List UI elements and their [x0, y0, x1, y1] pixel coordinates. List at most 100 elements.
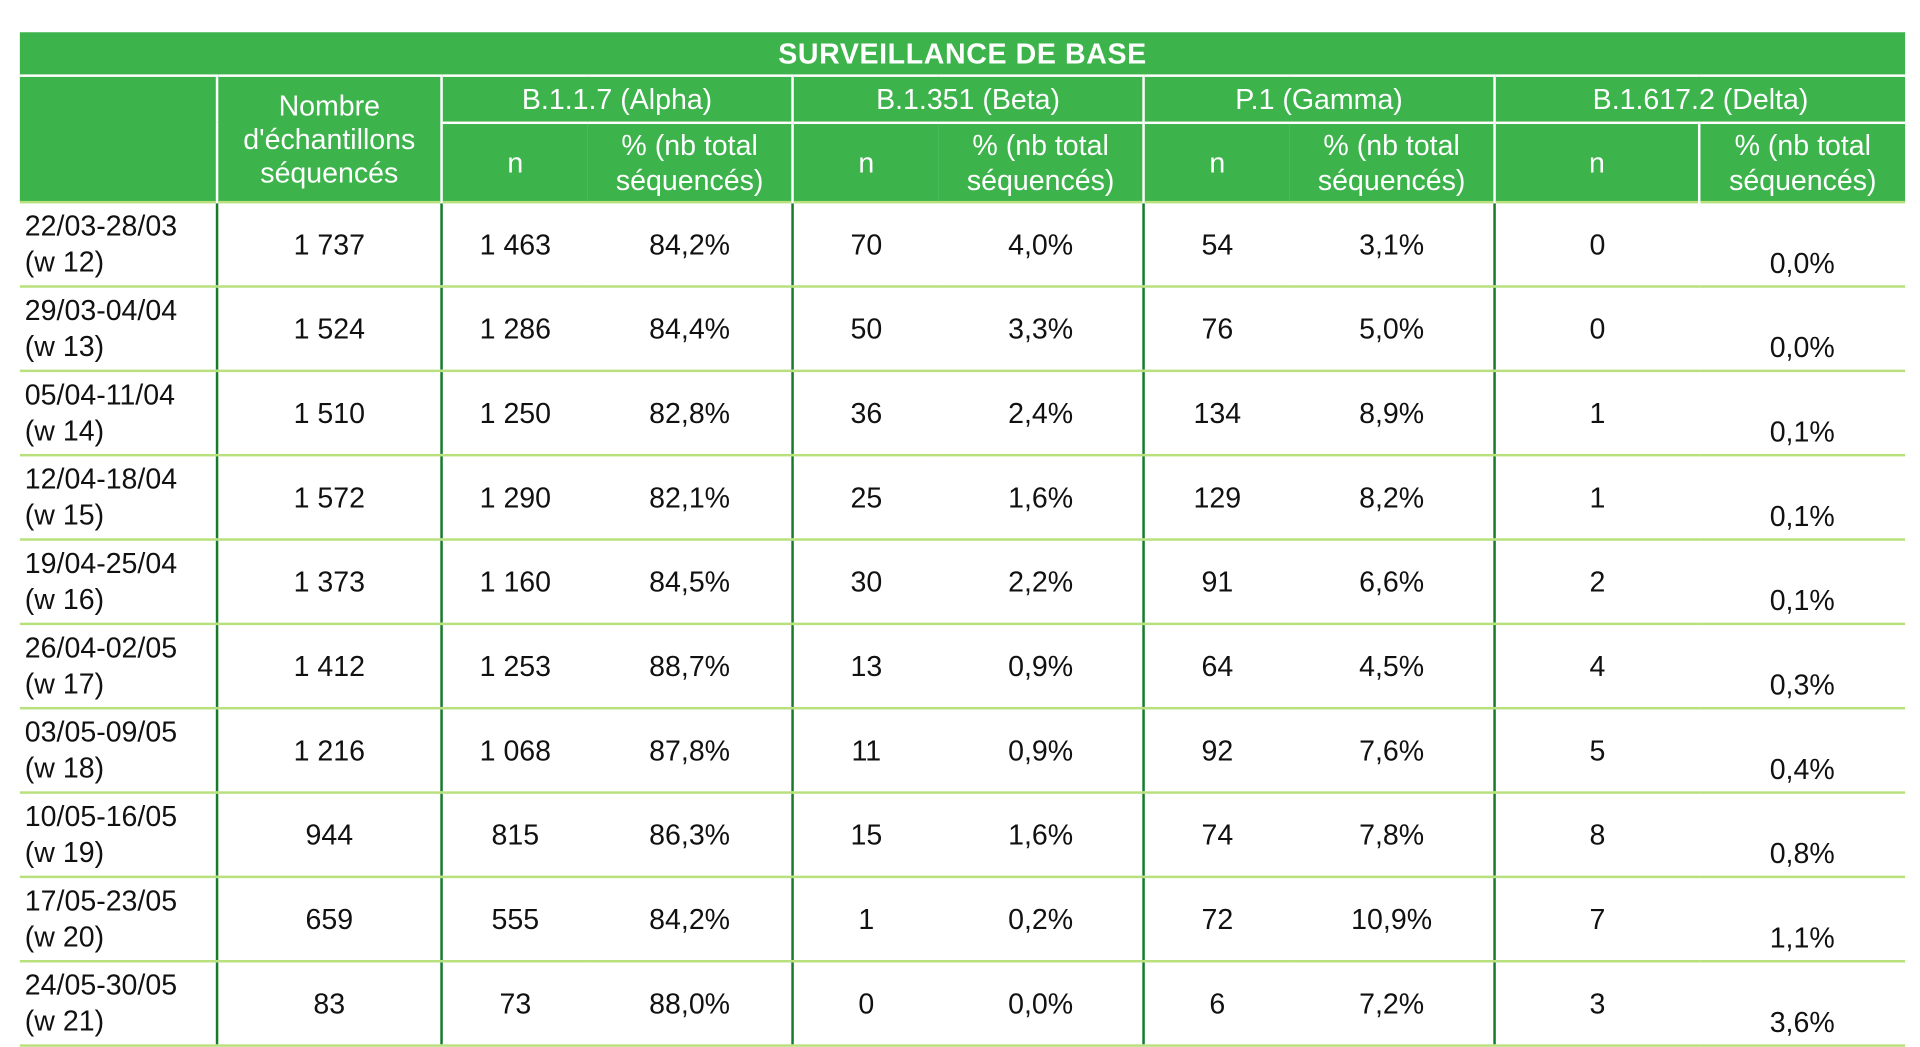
delta-pct-cell: 0,1% — [1699, 455, 1906, 541]
period-dates: 29/03-04/04 — [24, 293, 178, 327]
delta-n-header: n — [1493, 121, 1700, 203]
table-row: 12/04-18/04 (w 15) 1 572 1 290 82,1% 25 1,6% 12… — [19, 455, 1906, 541]
period-dates: 26/04-02/05 — [24, 631, 178, 664]
delta-pct-cell: 0,3% — [1699, 623, 1906, 710]
period-week: (w 16) — [24, 582, 105, 616]
delta-n-cell: 7 — [1493, 876, 1700, 963]
delta-pct-cell: 0,8% — [1699, 792, 1906, 879]
period-week: (w 14) — [24, 414, 105, 447]
beta-pct-cell: 3,3% — [938, 286, 1144, 373]
gamma-pct-cell: 7,2% — [1289, 961, 1495, 1047]
gamma-n-cell: 64 — [1142, 623, 1290, 710]
delta-n-cell: 1 — [1493, 370, 1700, 457]
total-sequenced-cell: 944 — [215, 792, 442, 879]
period-dates: 22/03-28/03 — [24, 209, 178, 242]
period-cell: 29/03-04/04 (w 13) — [19, 286, 218, 373]
gamma-pct-cell: 3,1% — [1289, 200, 1495, 288]
alpha-n-cell: 815 — [440, 792, 588, 879]
table-row: 22/03-28/03 (w 12) 1 737 1 463 84,2% 70 4,0% 54… — [19, 200, 1906, 288]
gamma-n-cell: 92 — [1142, 708, 1290, 794]
gamma-pct-cell: 8,9% — [1289, 370, 1495, 457]
table-row: 03/05-09/05 (w 18) 1 216 1 068 87,8% 11 0,9% 92… — [19, 708, 1906, 794]
gamma-pct-header: % (nb total séquencés) — [1289, 121, 1495, 203]
beta-pct-cell: 0,0% — [938, 961, 1144, 1047]
delta-pct-cell: 0,0% — [1699, 286, 1906, 373]
beta-pct-header: % (nb total séquencés) — [938, 121, 1144, 203]
gamma-n-cell: 54 — [1142, 200, 1290, 288]
gamma-pct-cell: 5,0% — [1289, 286, 1495, 373]
gamma-n-cell: 76 — [1142, 286, 1290, 373]
beta-n-cell: 15 — [791, 792, 939, 879]
delta-pct-cell: 0,0% — [1699, 200, 1906, 288]
alpha-n-cell: 555 — [440, 876, 588, 963]
gamma-pct-cell: 6,6% — [1289, 539, 1495, 626]
table-title: SURVEILLANCE DE BASE — [19, 32, 1906, 76]
alpha-pct-cell: 88,0% — [587, 961, 793, 1047]
alpha-n-cell: 73 — [440, 961, 588, 1047]
alpha-pct-cell: 82,1% — [587, 455, 793, 541]
period-dates: 19/04-25/04 — [24, 546, 178, 580]
delta-pct-cell: 1,1% — [1699, 876, 1906, 963]
beta-n-cell: 70 — [791, 200, 939, 288]
beta-n-header: n — [791, 121, 939, 203]
alpha-n-cell: 1 286 — [440, 286, 588, 373]
alpha-n-cell: 1 463 — [440, 200, 588, 288]
variant-header-alpha: B.1.1.7 (Alpha) — [440, 74, 793, 123]
period-dates: 17/05-23/05 — [24, 884, 178, 917]
beta-n-cell: 11 — [791, 708, 939, 794]
alpha-n-cell: 1 250 — [440, 370, 588, 457]
gamma-pct-cell: 4,5% — [1289, 623, 1495, 710]
beta-pct-cell: 1,6% — [938, 455, 1144, 541]
count-header: Nombre d'échantillons séquencés — [215, 74, 442, 203]
period-cell: 26/04-02/05 (w 17) — [19, 623, 218, 710]
table-row: 10/05-16/05 (w 19) 944 815 86,3% 15 1,6% 74 7,8%… — [19, 792, 1906, 879]
delta-n-cell: 2 — [1493, 539, 1700, 626]
delta-n-cell: 8 — [1493, 792, 1700, 879]
beta-n-cell: 13 — [791, 623, 939, 710]
total-sequenced-cell: 1 510 — [215, 370, 442, 457]
period-dates: 10/05-16/05 — [24, 799, 178, 833]
table-row: 26/04-02/05 (w 17) 1 412 1 253 88,7% 13 0,9% 64… — [19, 623, 1906, 710]
table-row: 24/05-30/05 (w 21) 83 73 88,0% 0 0,0% 6 7,2% 3 3,6… — [19, 961, 1906, 1047]
delta-n-cell: 1 — [1493, 455, 1700, 541]
period-header — [19, 74, 218, 203]
period-cell: 10/05-16/05 (w 19) — [19, 792, 218, 879]
table-row: 17/05-23/05 (w 20) 659 555 84,2% 1 0,2% 72 10,9%… — [19, 876, 1906, 963]
beta-pct-cell: 4,0% — [938, 200, 1144, 288]
period-week: (w 18) — [24, 751, 105, 784]
gamma-n-header: n — [1142, 121, 1290, 203]
delta-n-cell: 4 — [1493, 623, 1700, 710]
total-sequenced-cell: 1 572 — [215, 455, 442, 541]
gamma-n-cell: 6 — [1142, 961, 1290, 1047]
beta-n-cell: 30 — [791, 539, 939, 626]
period-week: (w 17) — [24, 667, 105, 700]
delta-pct-cell: 0,1% — [1699, 539, 1906, 626]
total-sequenced-cell: 1 737 — [215, 200, 442, 288]
total-sequenced-cell: 1 216 — [215, 708, 442, 794]
alpha-n-cell: 1 290 — [440, 455, 588, 541]
period-cell: 12/04-18/04 (w 15) — [19, 455, 218, 541]
beta-pct-cell: 2,2% — [938, 539, 1144, 626]
gamma-pct-cell: 7,6% — [1289, 708, 1495, 794]
total-sequenced-cell: 83 — [215, 961, 442, 1047]
period-week: (w 15) — [24, 498, 105, 531]
variant-header-delta: B.1.617.2 (Delta) — [1493, 74, 1906, 123]
gamma-pct-cell: 8,2% — [1289, 455, 1495, 541]
total-sequenced-cell: 1 412 — [215, 623, 442, 710]
variant-header-gamma: P.1 (Gamma) — [1142, 74, 1495, 123]
beta-pct-cell: 0,9% — [938, 623, 1144, 710]
delta-pct-cell: 3,6% — [1699, 961, 1906, 1047]
table-body: 22/03-28/03 (w 12) 1 737 1 463 84,2% 70 4,0% 54… — [19, 200, 1906, 1047]
gamma-n-cell: 134 — [1142, 370, 1290, 457]
delta-n-cell: 0 — [1493, 200, 1700, 288]
delta-pct-header: % (nb total séquencés) — [1697, 121, 1906, 203]
delta-n-cell: 5 — [1493, 708, 1700, 794]
period-dates: 03/05-09/05 — [24, 715, 178, 748]
period-cell: 05/04-11/04 (w 14) — [19, 370, 218, 457]
alpha-pct-cell: 87,8% — [587, 708, 793, 794]
beta-pct-cell: 2,4% — [938, 370, 1144, 457]
alpha-pct-cell: 84,2% — [587, 200, 793, 288]
total-sequenced-cell: 1 373 — [215, 539, 442, 626]
beta-pct-cell: 1,6% — [938, 792, 1144, 879]
variant-header-beta: B.1.351 (Beta) — [791, 74, 1144, 123]
